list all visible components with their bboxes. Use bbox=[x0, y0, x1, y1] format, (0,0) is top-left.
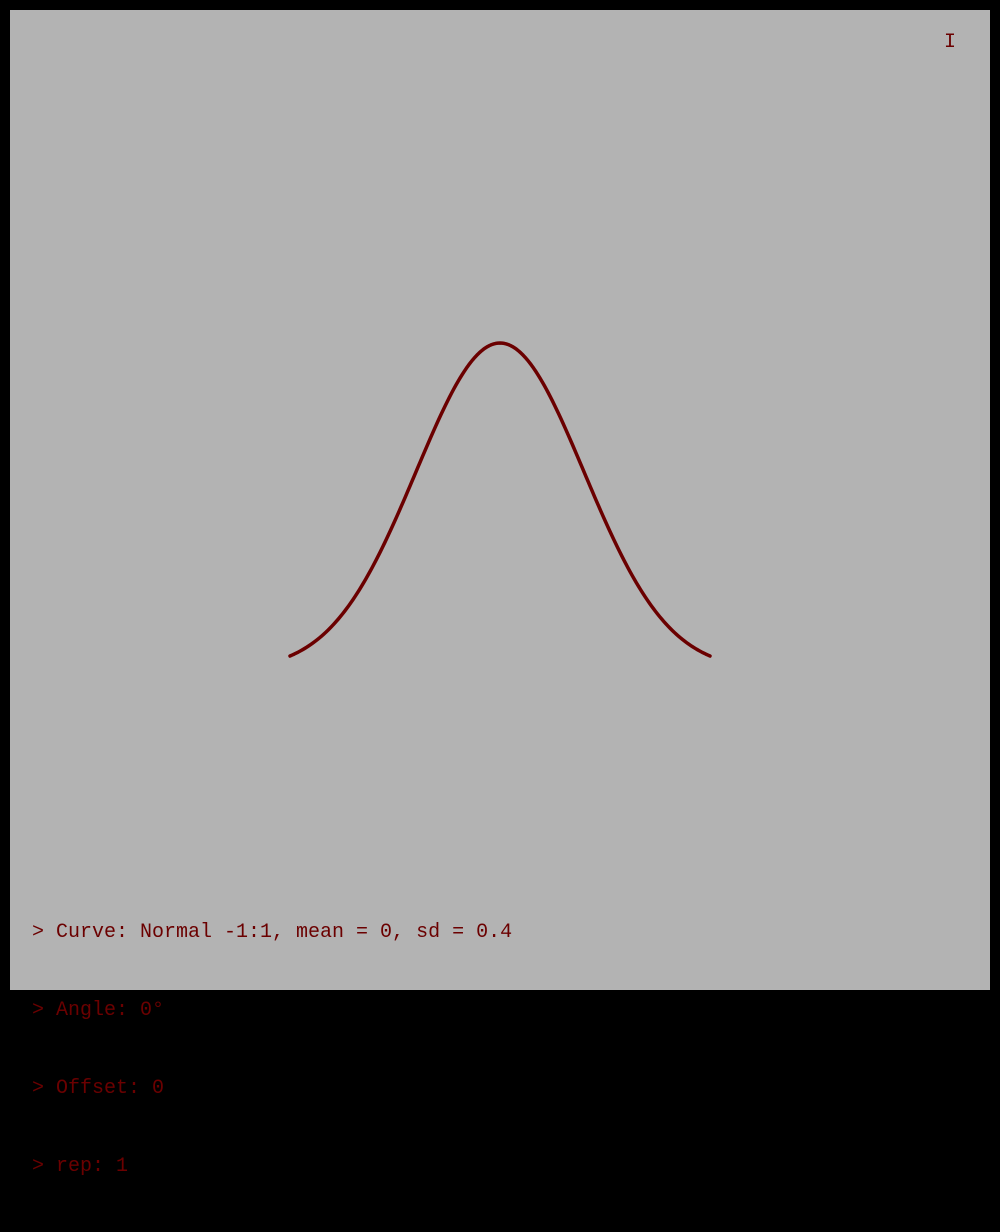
window-frame: I > Curve: Normal -1:1, mean = 0, sd = 0… bbox=[10, 10, 990, 1178]
drawing-canvas[interactable]: I > Curve: Normal -1:1, mean = 0, sd = 0… bbox=[10, 10, 990, 1178]
curve-plot bbox=[288, 341, 712, 658]
console-line-angle: > Angle: 0° bbox=[32, 999, 165, 1022]
console-output: > Curve: Normal -1:1, mean = 0, sd = 0.4… bbox=[32, 868, 512, 1232]
console-line-offset: > Offset: 0 bbox=[32, 1077, 165, 1100]
text-cursor-indicator: I bbox=[944, 31, 957, 54]
console-line-curve: > Curve: Normal -1:1, mean = 0, sd = 0.4 bbox=[32, 921, 513, 944]
normal-curve bbox=[288, 341, 712, 658]
console-line-rep: > rep: 1 bbox=[32, 1155, 129, 1178]
